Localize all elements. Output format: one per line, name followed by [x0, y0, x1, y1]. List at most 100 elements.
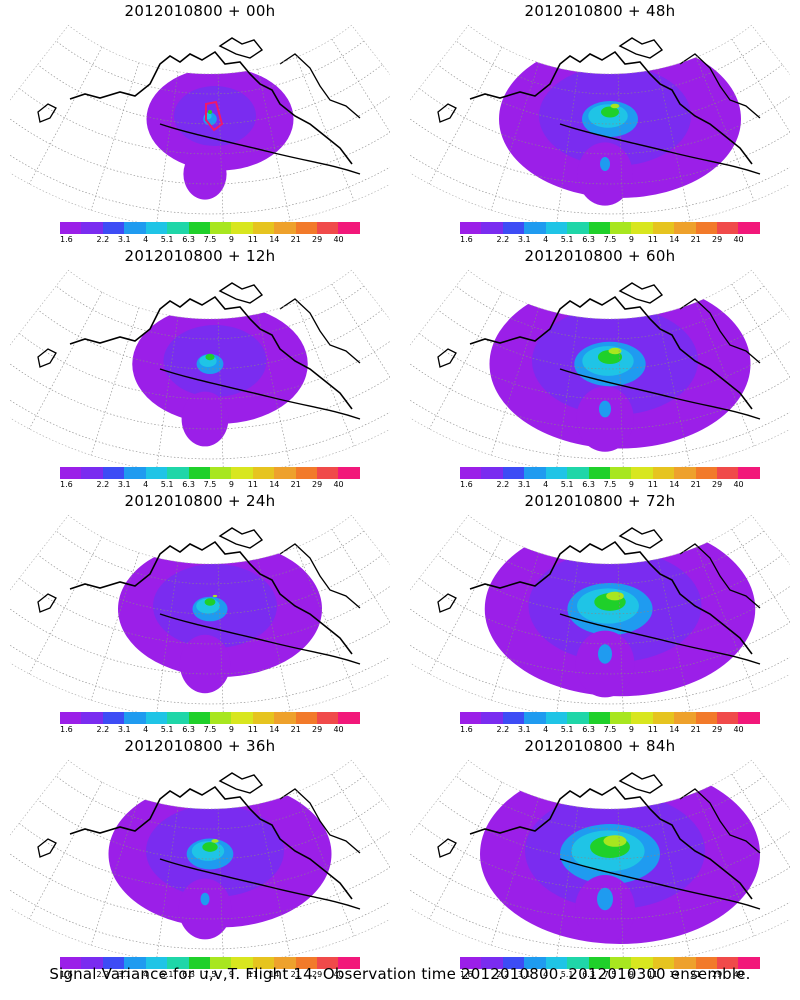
- graticule-longitude: [657, 803, 691, 956]
- field-tongue-core: [599, 400, 611, 418]
- graticule-longitude: [28, 536, 103, 675]
- colorbar-swatch: [545, 957, 568, 969]
- colorbar-swatch: [588, 222, 610, 234]
- colorbar-tick-label: 14: [669, 480, 680, 489]
- colorbar-tick-label: 40: [333, 970, 344, 979]
- colorbar-swatch: [717, 222, 739, 234]
- colorbar-swatch: [695, 712, 718, 724]
- graticule-longitude: [257, 68, 291, 221]
- colorbar-swatch: [167, 222, 189, 234]
- coastline: [469, 785, 753, 900]
- graticule-longitude: [657, 68, 691, 221]
- graticule-longitude: [617, 808, 624, 959]
- colorbar-swatch: [167, 957, 189, 969]
- colorbar-tick-label: 11: [247, 970, 258, 979]
- graticule-longitude: [28, 46, 103, 185]
- colorbar-tick-label: 2.2: [96, 725, 110, 734]
- colorbar-swatch: [524, 467, 546, 479]
- field-contour-5: [606, 591, 624, 601]
- colorbar-tick-label: 9: [228, 970, 234, 979]
- graticule-longitude: [90, 797, 140, 946]
- colorbar-tick-label: 11: [647, 970, 658, 979]
- map-frame: [10, 269, 390, 469]
- colorbar-swatch: [209, 712, 232, 724]
- coastline-east: [679, 788, 761, 854]
- field-tongue-core: [597, 887, 613, 911]
- colorbar-tick-label: 4: [143, 480, 149, 489]
- graticule-longitude: [556, 71, 579, 224]
- graticule-latitude: [437, 554, 783, 615]
- graticule-latitude: [410, 154, 790, 215]
- graticule-longitude: [331, 528, 390, 623]
- colorbar-swatch: [652, 712, 675, 724]
- coastline-asia: [437, 838, 457, 858]
- graticule-latitude: [10, 608, 390, 675]
- boundary-line: [159, 858, 361, 910]
- colorbar-swatch: [695, 467, 718, 479]
- colorbar-tick-label: 3.1: [517, 480, 531, 489]
- colorbar-swatch: [738, 222, 760, 234]
- colorbar-tick-label: 21: [690, 480, 701, 489]
- colorbar-tick-label: 3.1: [517, 970, 531, 979]
- colorbar-swatch: [502, 957, 525, 969]
- graticule-latitude: [437, 799, 783, 860]
- colorbar-tick-label: 7.5: [603, 480, 617, 489]
- colorbar-tick-label: 29: [312, 970, 323, 979]
- colorbar-swatch: [167, 712, 189, 724]
- graticule-longitude: [90, 552, 140, 701]
- colorbar-swatch: [609, 957, 632, 969]
- colorbar-swatch: [545, 222, 568, 234]
- graticule-latitude: [10, 889, 390, 950]
- colorbar-tick-label: 40: [333, 480, 344, 489]
- colorbar-swatch: [481, 957, 503, 969]
- colorbar-tick-label: 2.2: [496, 725, 510, 734]
- graticule-longitude: [428, 781, 503, 920]
- map-frame: [10, 759, 390, 959]
- map-frame: [410, 269, 790, 469]
- graticule-longitude: [90, 307, 140, 456]
- colorbar-swatch: [674, 712, 696, 724]
- graticule-longitude: [617, 563, 624, 714]
- colorbar-tick-label: 1.6: [460, 970, 473, 979]
- colorbar-swatch: [631, 222, 653, 234]
- colorbar-swatch: [274, 957, 296, 969]
- graticule-longitude: [731, 38, 790, 133]
- graticule-latitude: [410, 644, 790, 705]
- colorbar-swatch: [674, 957, 696, 969]
- colorbar-swatch: [524, 957, 546, 969]
- colorbar-swatch: [209, 222, 232, 234]
- colorbar-tick-label: 3.1: [117, 235, 131, 244]
- colorbar-swatch: [481, 467, 503, 479]
- colorbar-tick-label: 4: [543, 235, 549, 244]
- graticule-longitude: [156, 806, 179, 959]
- graticule-latitude: [10, 853, 390, 920]
- colorbar-tick-label: 5.1: [160, 235, 174, 244]
- graticule-latitude: [10, 118, 390, 185]
- colorbar-tick-label: 29: [712, 970, 723, 979]
- colorbar-tick-label: 21: [690, 235, 701, 244]
- boundary-line: [559, 123, 761, 175]
- colorbar-tick-label: 11: [647, 235, 658, 244]
- colorbar-swatch: [588, 467, 610, 479]
- coastline-islands: [218, 282, 264, 304]
- colorbar-swatch: [60, 467, 82, 479]
- colorbar-tick-label: 4: [543, 725, 549, 734]
- colorbar-swatch: [631, 467, 653, 479]
- map-panel: 2012010800 + 60h 1.6 2.2 3.1 4 5.1 6.3 7.5 9 11 14…: [400, 245, 800, 490]
- colorbar-tick-label: 5.1: [560, 235, 574, 244]
- colorbar-swatch: [81, 712, 103, 724]
- colorbar-tick-label: 9: [628, 970, 634, 979]
- colorbar-swatch: [481, 712, 503, 724]
- panel-title: 2012010800 + 36h: [124, 737, 276, 755]
- colorbar-swatch: [567, 222, 589, 234]
- graticule-longitude: [217, 808, 224, 959]
- colorbar-tick-label: 9: [228, 235, 234, 244]
- coastline-asia: [37, 593, 57, 613]
- colorbar-tick-label: 29: [312, 235, 323, 244]
- colorbar-swatch: [502, 712, 525, 724]
- colorbar-tick-label: 6.3: [182, 480, 195, 489]
- field-contour-5: [610, 103, 620, 109]
- colorbar-swatch: [317, 712, 339, 724]
- map-panel: 2012010800 + 84h 1.6 2.2 3.1 4 5.1 6.3 7.5 9 11 14…: [400, 735, 800, 980]
- graticule-latitude: [437, 64, 783, 125]
